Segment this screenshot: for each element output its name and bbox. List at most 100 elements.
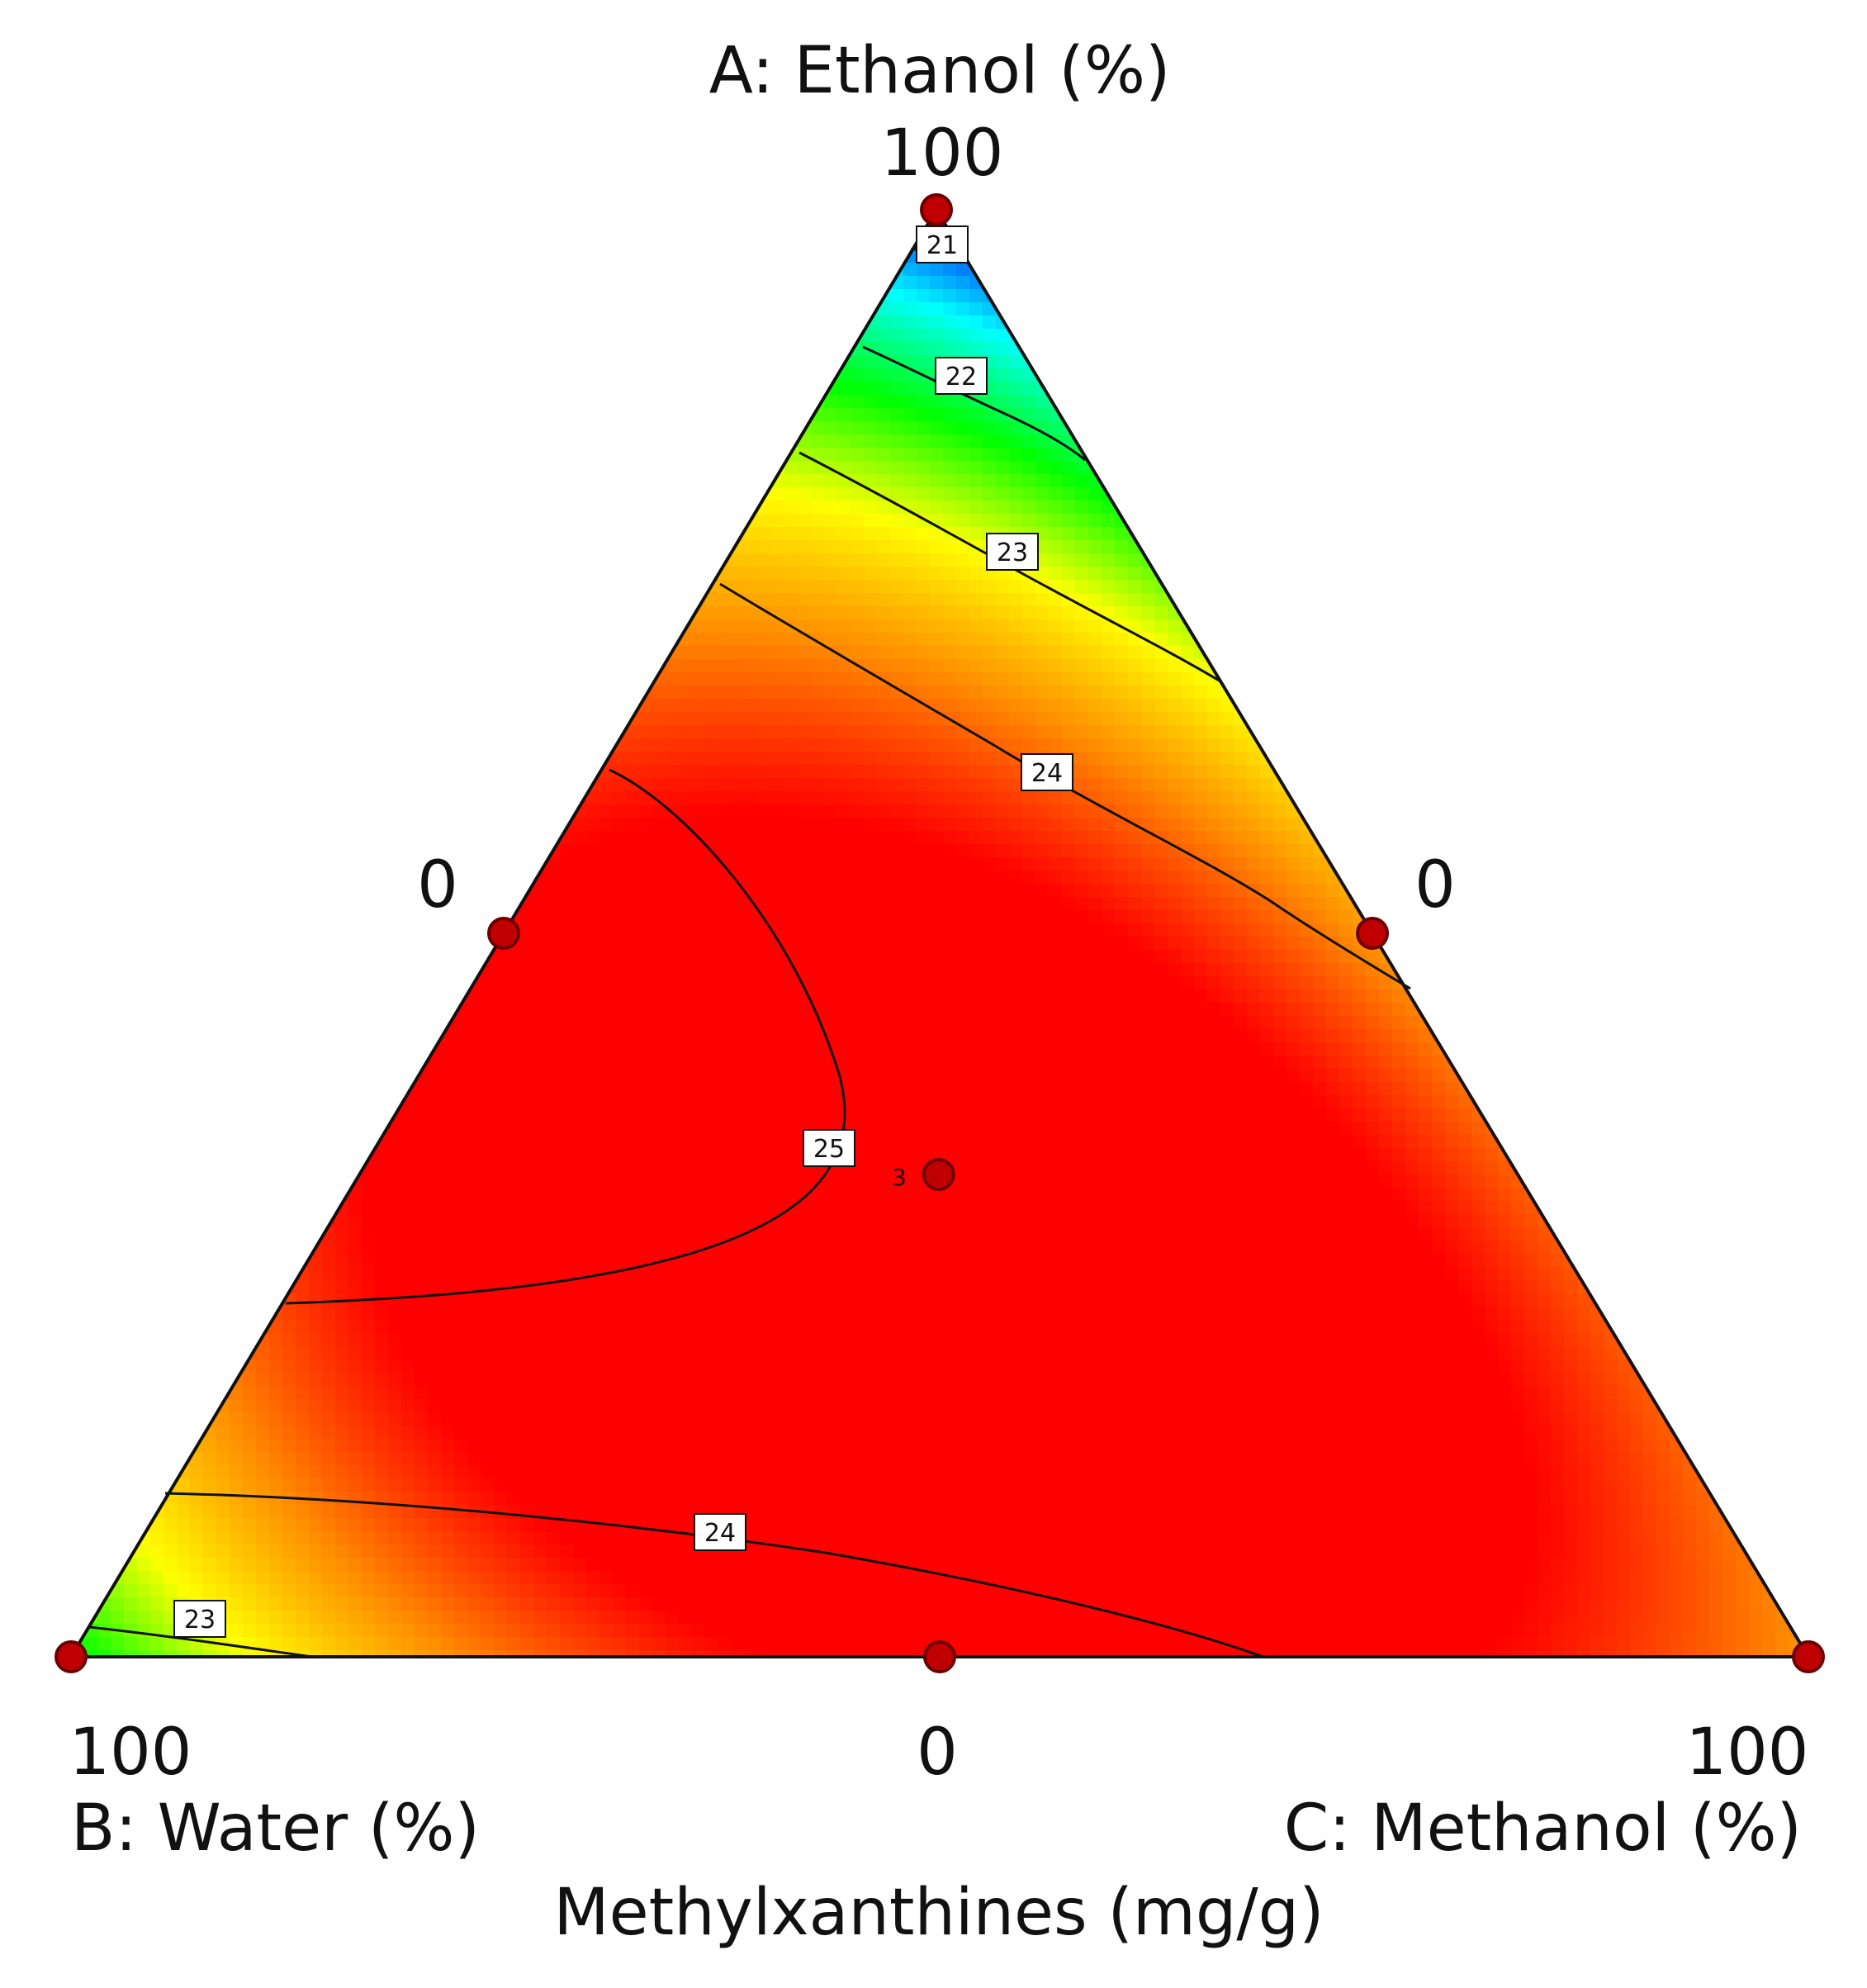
heatmap-cell <box>890 937 904 951</box>
heatmap-cell <box>1115 699 1129 713</box>
heatmap-cell <box>547 1188 561 1202</box>
heatmap-cell <box>784 421 798 435</box>
heatmap-cell <box>454 963 468 977</box>
heatmap-cell <box>930 593 944 607</box>
heatmap-cell <box>890 408 904 422</box>
heatmap-cell <box>903 765 917 779</box>
heatmap-cell <box>811 1320 825 1334</box>
heatmap-cell <box>560 1346 574 1360</box>
heatmap-cell <box>1287 738 1301 752</box>
heatmap-cell <box>851 765 865 779</box>
heatmap-cell <box>1471 1280 1486 1294</box>
heatmap-cell <box>1102 923 1116 937</box>
heatmap-cell <box>1022 1174 1036 1189</box>
heatmap-cell <box>1049 633 1063 647</box>
heatmap-cell <box>851 1042 865 1056</box>
heatmap-cell <box>705 1227 719 1241</box>
heatmap-cell <box>943 831 957 845</box>
heatmap-cell <box>692 897 706 911</box>
heatmap-cell <box>1022 302 1036 316</box>
heatmap-cell <box>441 1280 455 1294</box>
heatmap-cell <box>1260 712 1274 726</box>
heatmap-cell <box>1630 1333 1644 1347</box>
heatmap-cell <box>1009 778 1023 792</box>
heatmap-cell <box>639 844 653 858</box>
heatmap-cell <box>1207 844 1221 858</box>
heatmap-cell <box>1115 1095 1129 1109</box>
heatmap-cell <box>745 1016 759 1030</box>
heatmap-cell <box>1273 1201 1287 1215</box>
heatmap-cell <box>864 527 878 541</box>
heatmap-cell <box>560 1069 574 1083</box>
heatmap-cell <box>375 1095 389 1109</box>
heatmap-cell <box>1379 1161 1393 1175</box>
heatmap-cell <box>1273 725 1287 739</box>
heatmap-cell <box>917 1042 931 1056</box>
heatmap-cell <box>1168 1148 1182 1162</box>
heatmap-cell <box>507 857 521 871</box>
heatmap-cell <box>507 976 521 990</box>
heatmap-cell <box>296 1293 310 1307</box>
heatmap-cell <box>943 646 957 660</box>
heatmap-cell <box>943 659 957 673</box>
heatmap-cell <box>930 263 944 277</box>
heatmap-cell <box>1049 1122 1063 1136</box>
heatmap-cell <box>1115 1069 1129 1083</box>
heatmap-cell <box>903 1333 917 1347</box>
heatmap-cell <box>983 686 997 700</box>
heatmap-cell <box>890 342 904 356</box>
heatmap-cell <box>626 725 640 739</box>
heatmap-cell <box>666 818 680 832</box>
heatmap-cell <box>652 1003 666 1017</box>
heatmap-cell <box>1432 1307 1446 1321</box>
heatmap-cell <box>1234 910 1248 924</box>
heatmap-cell <box>441 1042 455 1056</box>
heatmap-cell <box>1220 1042 1234 1056</box>
heatmap-cell <box>811 923 825 937</box>
heatmap-cell <box>1379 963 1393 977</box>
heatmap-cell <box>1102 818 1116 832</box>
heatmap-cell <box>877 474 891 488</box>
heatmap-cell <box>1128 937 1142 951</box>
heatmap-cell <box>1115 738 1129 752</box>
heatmap-cell <box>1551 1346 1565 1360</box>
heatmap-cell <box>864 606 878 620</box>
heatmap-cell <box>388 1069 402 1083</box>
heatmap-cell <box>1273 752 1287 766</box>
heatmap-cell <box>969 976 983 990</box>
heatmap-cell <box>745 1003 759 1017</box>
heatmap-cell <box>1168 738 1182 752</box>
heatmap-cell <box>1419 1320 1433 1334</box>
heatmap-cell <box>745 1069 759 1083</box>
heatmap-cell <box>798 884 812 898</box>
heatmap-cell <box>1287 1108 1301 1122</box>
heatmap-cell <box>322 1241 336 1255</box>
heatmap-cell <box>877 1227 891 1241</box>
heatmap-cell <box>1154 1188 1168 1202</box>
heatmap-cell <box>1379 1135 1393 1149</box>
heatmap-cell <box>930 316 944 330</box>
heatmap-cell <box>1220 646 1234 660</box>
heatmap-cell <box>1247 1241 1261 1255</box>
heatmap-cell <box>705 606 719 620</box>
heatmap-cell <box>1326 1056 1340 1070</box>
heatmap-cell <box>666 725 680 739</box>
heatmap-cell <box>903 738 917 752</box>
heatmap-cell <box>837 448 851 462</box>
heatmap-cell <box>1088 672 1102 686</box>
heatmap-cell <box>798 1293 812 1307</box>
heatmap-cell <box>824 686 838 700</box>
heatmap-cell <box>1326 1320 1340 1334</box>
heatmap-cell <box>851 804 865 818</box>
heatmap-cell <box>824 884 838 898</box>
heatmap-cell <box>507 1056 521 1070</box>
heatmap-cell <box>533 831 547 845</box>
heatmap-cell <box>1564 1227 1578 1241</box>
heatmap-cell <box>1564 1293 1578 1307</box>
heatmap-cell <box>1220 1307 1234 1321</box>
heatmap-cell <box>943 1280 957 1294</box>
heatmap-cell <box>983 593 997 607</box>
heatmap-cell <box>639 1267 653 1281</box>
heatmap-cell <box>969 408 983 422</box>
heatmap-cell <box>930 989 944 1003</box>
